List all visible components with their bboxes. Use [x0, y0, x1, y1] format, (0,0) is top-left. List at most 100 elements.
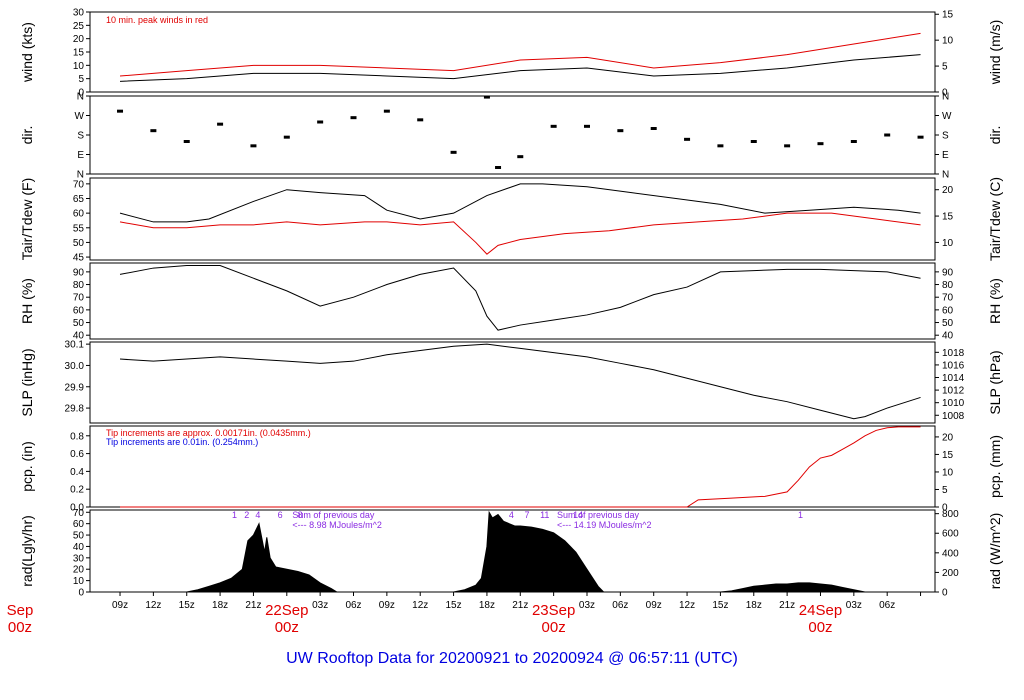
ylabel-right-wind: wind (m/s)	[987, 20, 1003, 86]
panel-frame-wind	[89, 11, 936, 93]
dir-point	[550, 124, 557, 128]
ytick-label-right: 50	[942, 318, 954, 329]
wind-line-0	[120, 54, 921, 82]
xtick-label: 12z	[412, 600, 428, 611]
ytick-label-left: 80	[73, 280, 85, 291]
ylabel-right-pcp: pcp. (mm)	[987, 435, 1003, 498]
rad-day-label: 2	[244, 510, 249, 520]
xtick-label: 06z	[612, 600, 628, 611]
ylabel-left-dir: dir.	[19, 126, 35, 145]
panel-frame-rh	[89, 262, 936, 340]
xtick-label: 03z	[312, 600, 328, 611]
ytick-label-left: 60	[73, 519, 85, 530]
date-label-day: Sep	[7, 602, 34, 619]
date-label-day: 23Sep	[532, 602, 575, 619]
ytick-label-left: 60	[73, 305, 85, 316]
ytick-label-right: 800	[942, 509, 959, 520]
ytick-label-left: 30	[73, 8, 85, 19]
ylabel-left-temp: Tair/Tdew (F)	[19, 178, 35, 260]
ytick-label-right: 600	[942, 529, 959, 540]
ytick-label-right: 0	[942, 503, 948, 514]
xtick-label: 12z	[679, 600, 695, 611]
pcp-line-0	[120, 426, 921, 508]
rad-sum-label-2: Sum of previous day	[557, 510, 640, 520]
ytick-label-right: E	[942, 150, 949, 161]
date-label-day: 22Sep	[265, 602, 308, 619]
temp-line-0	[119, 183, 921, 223]
rad-day-label: 6	[278, 510, 283, 520]
ytick-label-left: 90	[73, 267, 85, 278]
ytick-label-right: 5	[942, 62, 948, 73]
ytick-label-right: W	[942, 111, 952, 122]
ytick-label-left: E	[77, 150, 84, 161]
rad-area-2	[720, 582, 866, 593]
slp-line-0	[119, 343, 921, 420]
ytick-label-left: 40	[73, 331, 85, 342]
ytick-label-right: 10	[942, 36, 954, 47]
ytick-label-left: N	[77, 170, 84, 181]
date-label-hour: 00z	[808, 619, 832, 636]
rh-line-0	[119, 265, 921, 331]
dir-point	[317, 120, 324, 124]
xtick-label: 18z	[746, 600, 762, 611]
rad-day-label: 4	[255, 510, 260, 520]
ytick-label-right: 0	[942, 88, 948, 99]
dir-point	[884, 133, 891, 137]
ytick-label-right: 15	[942, 450, 954, 461]
ytick-label-left: N	[77, 92, 84, 103]
ytick-label-right: 10	[942, 467, 954, 478]
ytick-label-right: 70	[942, 293, 954, 304]
ytick-label-left: 45	[73, 253, 85, 264]
dir-point	[150, 129, 157, 133]
xtick-label: 15z	[446, 600, 462, 611]
xtick-label: 06z	[879, 600, 895, 611]
ytick-label-right: 15	[942, 212, 954, 223]
date-label-hour: 00z	[8, 619, 32, 636]
xtick-label: 09z	[112, 600, 128, 611]
ytick-label-left: 70	[73, 293, 85, 304]
xtick-label: 18z	[212, 600, 228, 611]
ytick-label-left: 50	[73, 238, 85, 249]
rad-day-label: 7	[524, 510, 529, 520]
ytick-label-left: 0.8	[70, 431, 84, 442]
ytick-label-left: 70	[73, 179, 85, 190]
dir-point	[817, 142, 824, 146]
ytick-label-right: 90	[942, 267, 954, 278]
dir-point	[183, 140, 190, 143]
dir-point	[283, 135, 290, 139]
ylabel-right-rad: rad (W/m^2)	[987, 513, 1003, 590]
ytick-label-right: 60	[942, 305, 954, 316]
dir-point	[250, 144, 257, 148]
rad-day-label: 8	[298, 510, 303, 520]
ytick-label-right: 20	[942, 432, 954, 443]
xtick-label: 12z	[145, 600, 161, 611]
ytick-label-left: 0	[78, 88, 84, 99]
rad-sum-day2: <--- 14.19 MJoules/m^2	[557, 520, 652, 530]
ylabel-right-rh: RH (%)	[987, 278, 1003, 324]
ytick-label-right: 80	[942, 280, 954, 291]
ytick-label-left: 50	[73, 531, 85, 542]
ylabel-left-rad: rad(Lgly/hr)	[19, 515, 35, 587]
footer-title: UW Rooftop Data for 20200921 to 20200924…	[286, 650, 738, 667]
ytick-label-left: 70	[73, 508, 85, 519]
xtick-label: 21z	[779, 600, 795, 611]
dir-point	[383, 109, 390, 113]
ytick-label-right: S	[942, 131, 949, 142]
dir-point	[217, 122, 224, 126]
panel-frame-slp	[89, 341, 936, 424]
dir-point	[784, 144, 791, 148]
dir-point	[684, 137, 691, 141]
ytick-label-left: 30.0	[65, 361, 85, 372]
dir-point	[650, 127, 657, 130]
ytick-label-right: N	[942, 170, 949, 181]
ytick-label-left: 10	[73, 61, 85, 72]
ytick-label-right: 20	[942, 185, 954, 196]
dir-point	[850, 140, 857, 143]
wind-line-1	[119, 32, 921, 77]
ytick-label-left: 0	[78, 588, 84, 599]
dir-point	[917, 135, 924, 139]
rad-sum-day1: <--- 8.98 MJoules/m^2	[292, 520, 382, 530]
xtick-label: 09z	[646, 600, 662, 611]
ytick-label-right: 40	[942, 331, 954, 342]
ytick-label-left: 65	[73, 194, 85, 205]
